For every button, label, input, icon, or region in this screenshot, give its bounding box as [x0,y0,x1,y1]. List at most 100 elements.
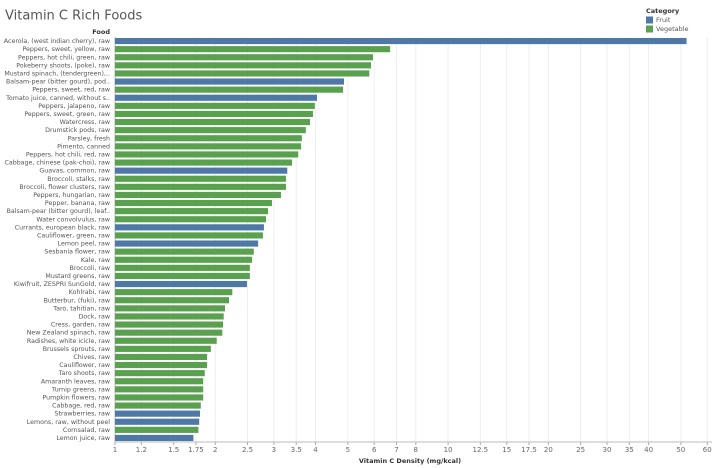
bar [115,418,200,425]
row-label: Lemon peel, raw [58,241,110,248]
x-tick-label: 35 [625,446,634,454]
row-label: Cabbage, red, raw [52,403,110,410]
row-label: Cauliflower, green, raw [37,232,110,239]
bar [115,127,306,134]
bar [115,353,208,361]
bar [115,337,217,344]
x-tick-label: 2.5 [242,446,253,454]
x-tick-label: 30 [603,446,612,454]
row-label: Balsam-pear (bitter gourd), leaf.. [7,208,110,215]
legend-label: Fruit [656,16,671,24]
chart-title: Vitamin C Rich Foods [5,9,142,24]
bar [115,386,204,393]
bar [115,62,372,69]
row-label: Amaranth leaves, raw [41,378,110,385]
x-tick-label: 1.75 [188,446,204,454]
bar [115,402,201,409]
row-label: Brussels sprouts, raw [43,346,110,353]
bar [115,305,226,312]
x-tick-label: 1.5 [168,446,179,454]
row-label: Cornsalad, raw [63,427,110,434]
row-label: Turnip greens, raw [51,386,110,393]
row-label: Taro shoots, raw [58,370,110,377]
row-label: Balsam-pear (bitter gourd), pod.. [6,79,110,86]
bar [115,264,250,271]
bar [115,167,288,174]
bar [115,191,281,199]
row-label: Mustard spinach, (tendergreen),.. [4,70,110,77]
bar [115,159,293,166]
bar [115,345,211,352]
row-label: Peppers, sweet, yellow, raw [22,46,110,53]
x-tick-label: 6 [372,446,377,454]
x-tick-label: 1 [113,446,117,454]
row-label: Peppers, sweet, red, raw [32,87,110,94]
bar [115,426,199,433]
row-label: Water convolvulus, raw [36,216,110,223]
row-label: Dock, raw [79,313,110,320]
row-label: Watercress, raw [60,119,110,126]
row-label: Kiwifruit, ZESPRI SunGold, raw [14,281,110,288]
bar [115,70,370,77]
bar [115,183,286,190]
x-tick-label: 10 [444,446,453,454]
bar [115,394,204,401]
row-label: Mustard greens, raw [45,273,110,280]
row-label: Guavas, common, raw [39,168,110,175]
bar [115,361,208,369]
x-tick-label: 17.5 [521,446,537,454]
row-label: Pepper, banana, raw [45,200,110,207]
row-label: Cress, garden, raw [51,322,110,329]
bar [115,86,344,93]
bar [115,313,224,320]
legend-label: Vegetable [656,25,689,33]
x-tick-label: 5 [346,446,350,454]
bar [115,248,254,255]
row-label: Chives, raw [73,354,110,361]
bar [115,110,313,118]
bar [115,329,223,336]
bar [115,378,204,385]
bar [115,54,373,61]
row-label: Kohlrabi, raw [69,289,110,296]
row-label: Cabbage, chinese (pak-choi), raw [4,160,110,167]
bar [115,94,317,101]
row-label: Peppers, sweet, green, raw [24,111,110,118]
row-label: Butterbur, (fuki), raw [44,297,110,304]
row-label: Peppers, hot chili, green, raw [18,54,110,61]
bar [115,256,253,263]
x-axis-label: Vitamin C Density (mg/kcal) [359,457,461,465]
bar [115,78,344,85]
bar [115,280,247,288]
bar [115,135,302,142]
bar [115,240,259,247]
x-tick-label: 1.2 [136,446,147,454]
row-label: Cauliflower, raw [59,362,110,369]
bar [115,370,205,377]
bar [115,216,266,223]
row-label: Broccoli, stalks, raw [47,176,110,183]
x-tick-label: 3 [272,446,276,454]
x-tick-label: 2 [213,446,217,454]
row-label: Pumpkin flowers, raw [42,394,110,401]
row-label: Drumstick pods, raw [45,127,110,134]
x-tick-label: 8 [414,446,418,454]
row-label: Broccoli, raw [70,265,111,272]
row-label: Acerola, (west indian cherry), raw [4,38,110,45]
bar [115,118,311,126]
legend-swatch [646,16,653,24]
bar [115,272,250,280]
x-tick-label: 12.5 [473,446,489,454]
row-label: Lemon juice, raw [56,435,110,442]
row-label: Strawberries, raw [54,411,110,418]
x-tick-label: 4 [313,446,318,454]
x-tick-label: 40 [644,446,653,454]
row-label: Lemons, raw, without peel [27,419,111,426]
row-label: Peppers, hungarian, raw [33,192,110,199]
bar [115,208,269,215]
row-label: New Zealand spinach, raw [27,330,110,337]
bar [115,143,302,150]
bar [115,199,272,207]
x-tick-label: 7 [394,446,398,454]
